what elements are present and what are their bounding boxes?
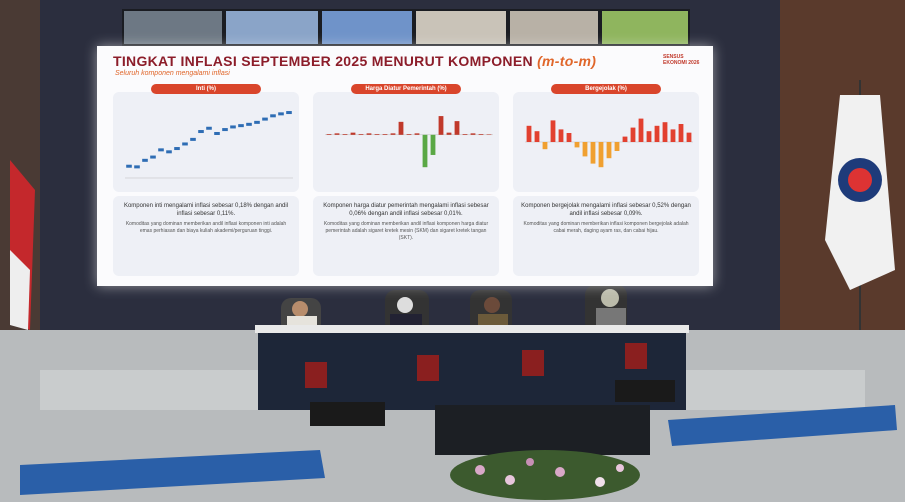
bar — [551, 120, 556, 142]
marker — [150, 156, 156, 159]
marker — [222, 128, 228, 131]
bar — [455, 121, 460, 135]
monitor — [435, 405, 650, 455]
bar — [559, 129, 564, 142]
marker — [134, 165, 140, 168]
title-suffix: (m-to-m) — [537, 53, 596, 69]
slide-title: TINGKAT INFLASI SEPTEMBER 2025 MENURUT K… — [113, 53, 596, 69]
text-box: Komponen inti mengalami inflasi sebesar … — [113, 196, 299, 276]
bar — [423, 135, 428, 167]
photo: TINGKAT INFLASI SEPTEMBER 2025 MENURUT K… — [0, 0, 905, 502]
bar — [431, 135, 436, 155]
text-box: Komponen harga diatur pemerintah mengala… — [313, 196, 499, 276]
slide-subtitle: Seluruh komponen mengalami inflasi — [115, 70, 230, 77]
bar — [375, 134, 380, 135]
bar — [399, 122, 404, 135]
bar — [359, 134, 364, 135]
panel-detail: Komoditas yang dominan memberikan inflas… — [521, 221, 691, 235]
bar — [623, 137, 628, 142]
panel-detail: Komoditas yang dominan memberikan andil … — [321, 221, 491, 242]
bar — [439, 116, 444, 135]
bar — [591, 142, 596, 164]
mini-chart — [313, 92, 499, 192]
chart-box — [313, 92, 499, 192]
marker — [286, 111, 292, 114]
panel-title: Harga Diatur Pemerintah (%) — [351, 84, 461, 94]
marker — [238, 124, 244, 127]
video-strip — [122, 9, 690, 46]
bar — [471, 133, 476, 134]
marker — [254, 121, 260, 124]
marker — [190, 138, 196, 141]
bar — [607, 142, 612, 158]
bar — [407, 134, 412, 135]
panel-summary: Komponen harga diatur pemerintah mengala… — [321, 202, 491, 218]
bar — [583, 142, 588, 156]
marker — [262, 118, 268, 121]
marker — [246, 123, 252, 126]
bar — [391, 133, 396, 134]
title-text: TINGKAT INFLASI SEPTEMBER 2025 MENURUT K… — [113, 53, 533, 69]
bar — [447, 133, 452, 135]
marker — [158, 148, 164, 151]
chart-box — [113, 92, 299, 192]
bar — [655, 126, 660, 142]
speaker — [615, 380, 675, 402]
bar — [639, 119, 644, 142]
bar — [687, 133, 692, 142]
marker — [142, 159, 148, 162]
bar — [487, 134, 492, 135]
bar — [663, 122, 668, 142]
bar — [351, 133, 356, 135]
panel-title: Bergejolak (%) — [551, 84, 661, 94]
marker — [174, 147, 180, 150]
panel: Harga Diatur Pemerintah (%) Komponen harg… — [311, 84, 501, 280]
marker — [270, 114, 276, 117]
bar — [383, 134, 388, 135]
bar — [335, 133, 340, 134]
mini-chart — [513, 92, 699, 192]
bar — [647, 131, 652, 142]
text-box: Komponen bergejolak mengalami inflasi se… — [513, 196, 699, 276]
mini-chart — [113, 92, 299, 192]
bar — [615, 142, 620, 151]
bar — [671, 129, 676, 142]
bar — [575, 142, 580, 147]
bar — [327, 134, 332, 135]
bar — [367, 133, 372, 134]
marker — [206, 127, 212, 130]
flowers — [450, 450, 640, 500]
panel: Inti (%) Komponen inti mengalami inflasi … — [111, 84, 301, 280]
bar — [599, 142, 604, 167]
panel-summary: Komponen bergejolak mengalami inflasi se… — [521, 202, 691, 218]
panel-detail: Komoditas yang dominan memberikan andil … — [121, 221, 291, 235]
bar — [527, 126, 532, 142]
bar — [567, 133, 572, 142]
marker — [214, 132, 220, 135]
speaker — [310, 402, 385, 426]
bar — [463, 134, 468, 135]
bar — [415, 133, 420, 134]
bar — [631, 128, 636, 142]
bar — [543, 142, 548, 149]
panel: Bergejolak (%) Komponen bergejolak mengal… — [511, 84, 701, 280]
marker — [166, 150, 172, 153]
bar — [679, 124, 684, 142]
panel-title: Inti (%) — [151, 84, 261, 94]
marker — [230, 125, 236, 128]
chart-box — [513, 92, 699, 192]
panel-summary: Komponen inti mengalami inflasi sebesar … — [121, 202, 291, 218]
marker — [126, 165, 132, 168]
bar — [479, 134, 484, 135]
marker — [278, 112, 284, 115]
marker — [198, 130, 204, 133]
bar — [535, 131, 540, 142]
brand-logo: SENSUS EKONOMI 2026 — [663, 54, 703, 66]
presentation-screen: TINGKAT INFLASI SEPTEMBER 2025 MENURUT K… — [97, 46, 713, 286]
bar — [343, 134, 348, 135]
marker — [182, 142, 188, 145]
